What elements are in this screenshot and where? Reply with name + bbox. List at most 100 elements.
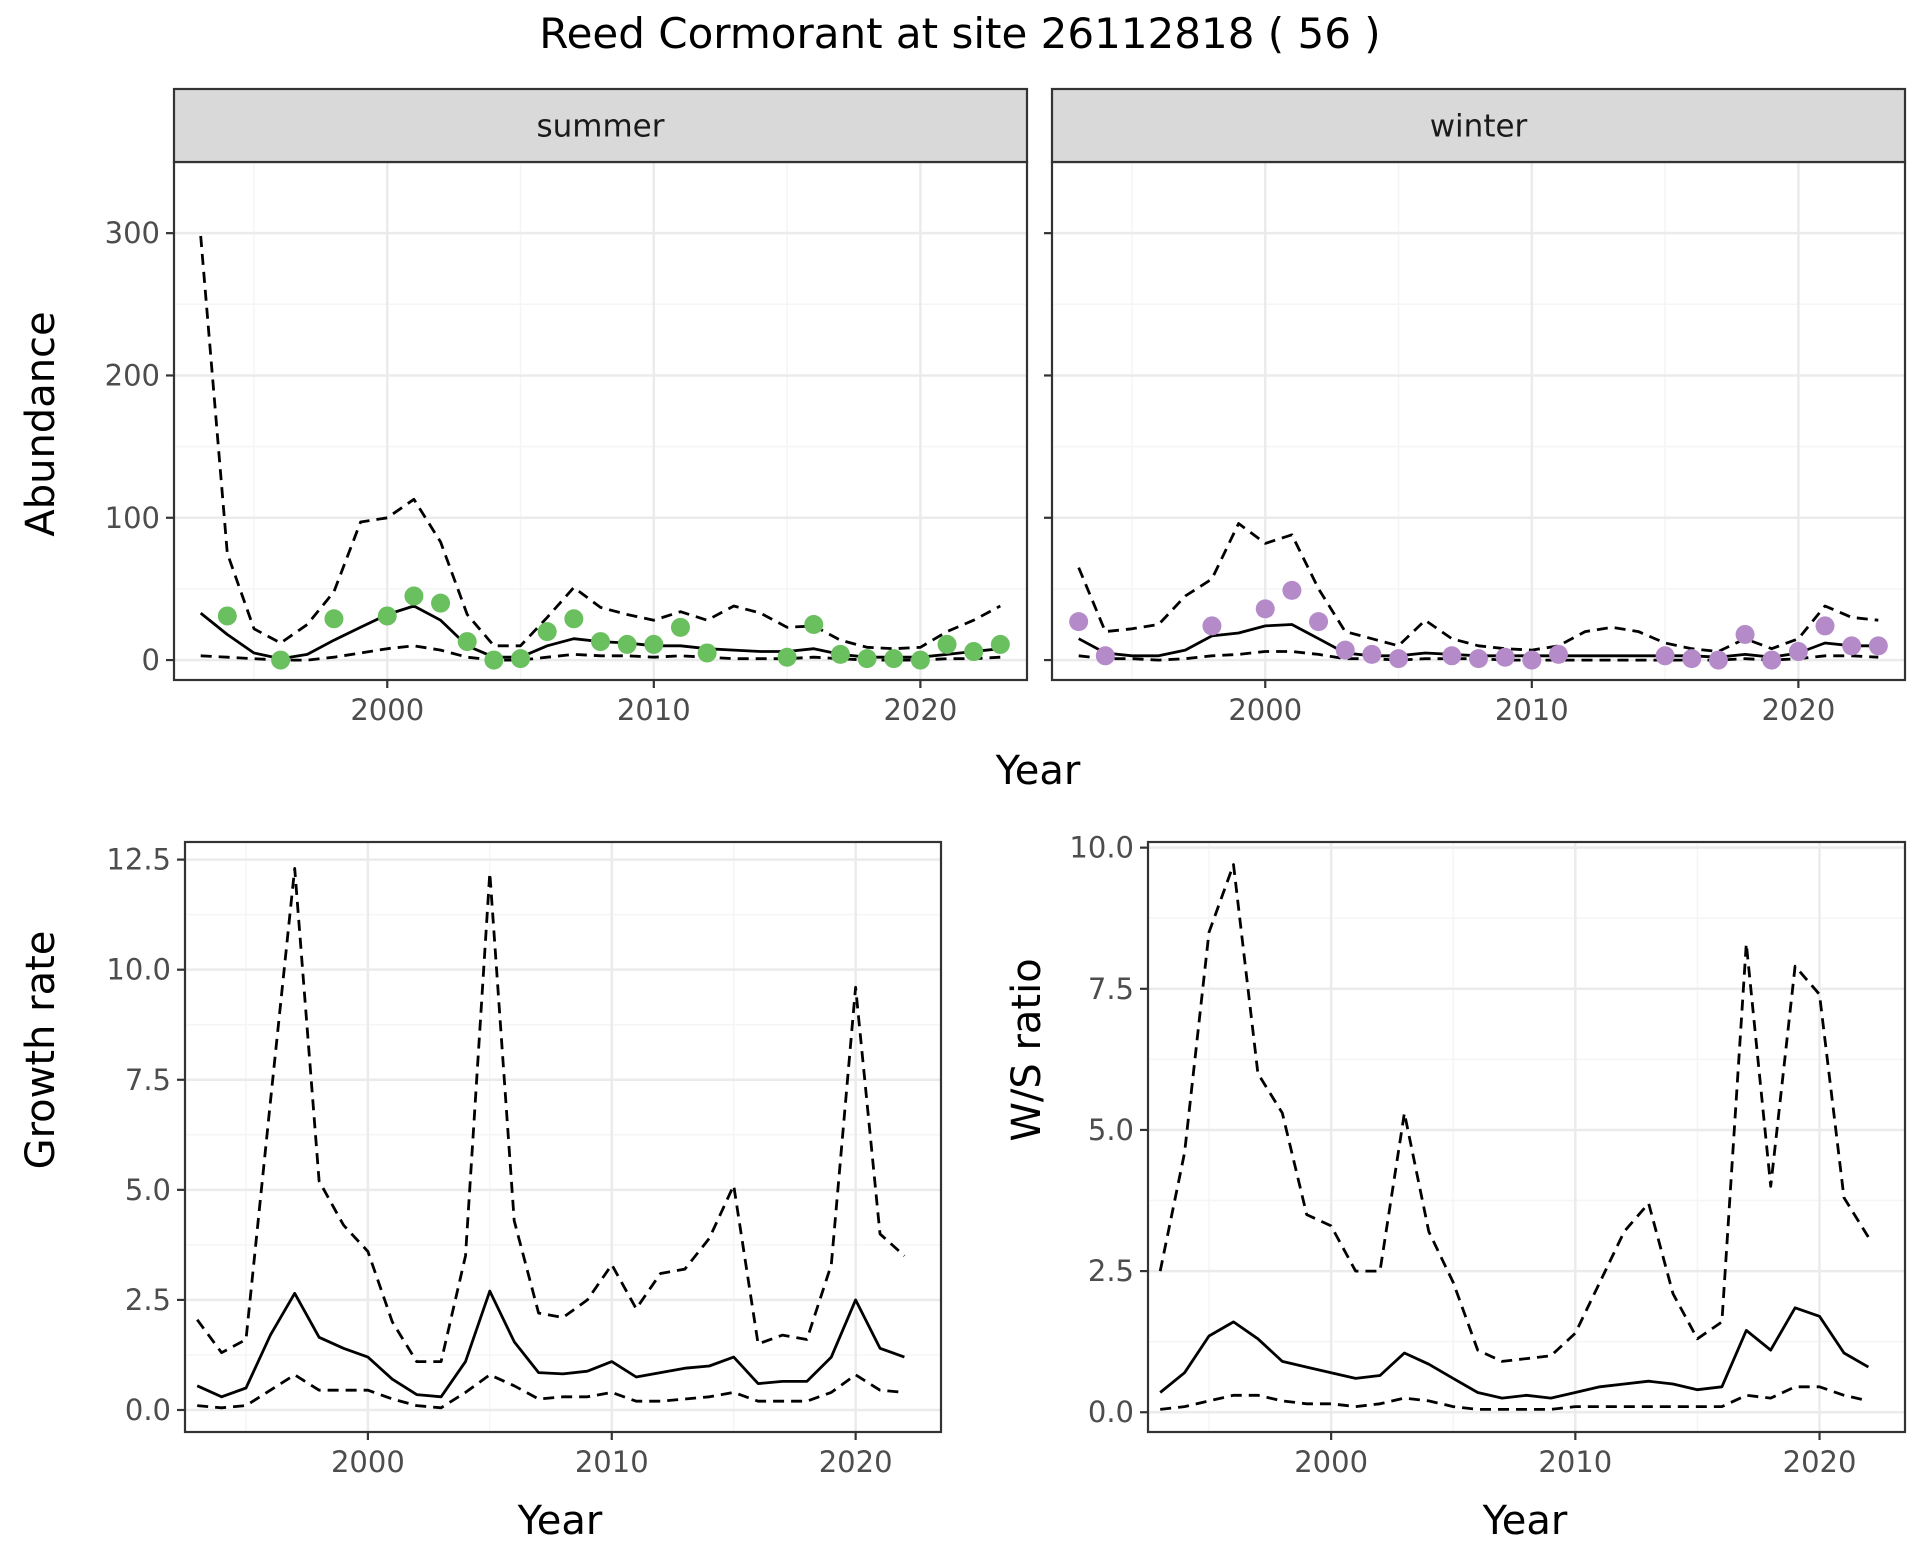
growth-plot-background [185,842,941,1432]
summer-y-tick-label: 200 [105,358,160,392]
winter-plot-background [1052,162,1905,680]
growth-y-tick-label: 7.5 [125,1063,171,1097]
growth-y-tick-label: 2.5 [125,1283,171,1317]
panel-winter: winter 2000 2010 2020 [1044,87,1907,727]
growth-x-tick-label: 2000 [331,1445,405,1479]
winter-observed-point [1682,649,1702,669]
ws_ratio-estimate-line [1159,1306,1870,1400]
growth-y-axis-title: Growth rate [18,931,64,1170]
ws_ratio-y-tick-label: 10.0 [1069,831,1134,865]
ws_ratio-x-tick-label: 2020 [1783,1445,1857,1479]
growth-y-tick-label: 0.0 [125,1393,171,1427]
winter-observed-point [1735,624,1755,644]
summer-plot-background [174,162,1027,680]
summer-y-tick-label: 300 [105,216,160,250]
ws_ratio-y-tick-label: 7.5 [1088,972,1134,1006]
growth-y-tick-label: 5.0 [125,1173,171,1207]
winter-observed-point [1762,650,1782,670]
growth-estimate-line [196,1289,905,1399]
winter-observed-point [1389,649,1409,669]
summer-strip [172,87,1029,164]
winter-observed-point [1309,612,1329,632]
summer-observed-point [697,643,717,663]
top-y-axis-title: Abundance [18,311,64,536]
ws-x-axis-title: Year [1482,1498,1568,1544]
summer-observed-point [937,634,957,654]
summer-observed-point [324,609,344,629]
summer-observed-point [591,632,610,652]
summer-observed-point [404,586,424,606]
winter-observed-point [1069,612,1089,632]
summer-observed-point [830,644,850,664]
ws_ratio-panel-border [1146,840,1907,1434]
summer-y-tick-label: 0 [142,643,160,677]
summer-observed-point [271,650,291,670]
winter-observed-point [1255,599,1275,619]
summer-observed-point [804,615,824,634]
winter-observed-point [1095,646,1115,666]
summer-observed-point [644,634,664,654]
panel-summer: summer 2000 2010 2020 0 100 200 300 [105,87,1029,727]
winter-observed-point [1708,650,1728,670]
top-x-axis-title: Year [995,748,1081,794]
summer-observed-point [537,622,557,642]
winter-observed-point [1442,646,1462,666]
winter-observed-point [1842,636,1862,656]
summer-observed-point [617,634,637,654]
winter-observed-point [1335,640,1355,660]
winter-observed-point [1282,580,1302,600]
summer-x-tick-label: 2010 [617,693,691,727]
figure-title: Reed Cormorant at site 26112818 ( 56 ) [539,9,1380,58]
summer-strip-label: summer [536,109,664,145]
summer-observed-point [511,649,531,669]
winter-x-tick-label: 2020 [1761,693,1835,727]
panel-ws_ratio: 2000 2010 2020 0.0 2.5 5.0 7.5 10.0 [1069,831,1907,1479]
ws-y-axis-title: W/S ratio [1004,958,1050,1141]
growth-panel-border [183,840,943,1434]
winter-x-tick-label: 2010 [1495,693,1569,727]
ws_ratio-x-tick-label: 2010 [1538,1445,1612,1479]
winter-strip-label: winter [1430,109,1528,145]
winter-strip [1050,87,1907,164]
winter-observed-point [1815,616,1835,636]
winter-observed-point [1868,636,1888,656]
growth-y-tick-label: 10.0 [106,953,171,987]
summer-x-tick-label: 2020 [883,693,957,727]
ws_ratio-y-tick-label: 5.0 [1088,1113,1134,1147]
winter-observed-point [1788,642,1808,662]
panel-growth: 2000 2010 2020 0.0 2.5 5.0 7.5 10.0 12.5 [106,840,943,1479]
summer-y-tick-label: 100 [105,501,160,535]
summer-upper-line [199,235,1001,651]
growth-x-tick-label: 2010 [575,1445,649,1479]
growth-x-axis-title: Year [517,1498,603,1544]
summer-observed-point [857,649,877,669]
winter-observed-point [1522,650,1542,670]
ws_ratio-y-tick-label: 2.5 [1088,1254,1134,1288]
winter-observed-point [1548,644,1568,664]
summer-observed-point [964,642,984,662]
summer-observed-point [217,606,237,626]
winter-observed-point [1495,647,1515,667]
summer-observed-point [377,606,397,626]
ws_ratio-lower-line [1160,1385,1869,1411]
winter-observed-point [1362,644,1382,664]
summer-x-tick-label: 2000 [350,693,424,727]
summer-observed-point [670,617,690,637]
growth-upper-line [196,867,906,1363]
winter-x-tick-label: 2000 [1228,693,1302,727]
summer-observed-point [990,634,1010,654]
growth-x-tick-label: 2020 [819,1445,893,1479]
growth-y-tick-label: 12.5 [106,843,171,877]
winter-observed-point [1469,649,1488,669]
summer-observed-point [884,649,904,669]
summer-observed-point [777,647,797,667]
winter-observed-point [1655,646,1675,666]
growth-lower-line [197,1373,905,1410]
summer-observed-point [910,650,930,670]
summer-observed-point [457,632,477,652]
summer-observed-point [564,609,584,629]
summer-observed-point [484,650,504,670]
